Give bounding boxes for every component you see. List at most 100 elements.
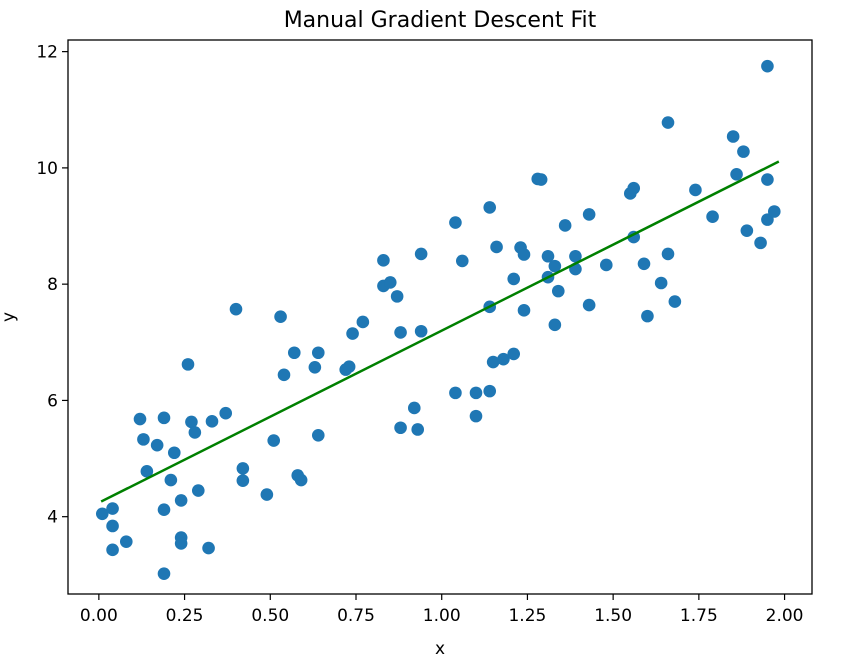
data-point: [469, 409, 483, 423]
data-point: [469, 386, 483, 400]
data-point: [689, 183, 702, 197]
data-point: [236, 462, 250, 475]
data-point: [106, 519, 119, 533]
data-point: [346, 327, 359, 340]
y-tick-label: 12: [36, 43, 58, 63]
data-point: [95, 507, 109, 521]
data-point: [383, 276, 397, 289]
x-tick-label: 2.00: [766, 606, 804, 626]
data-point: [497, 352, 510, 366]
fit-line: [100, 160, 780, 503]
data-point: [191, 484, 205, 497]
data-point: [157, 567, 171, 580]
data-point: [394, 326, 407, 339]
data-point: [534, 173, 548, 186]
data-point: [219, 406, 233, 420]
data-point: [140, 465, 154, 478]
data-point: [287, 346, 301, 360]
data-point: [229, 302, 243, 316]
data-point: [267, 434, 281, 447]
data-point: [150, 438, 164, 452]
data-point: [449, 386, 462, 400]
data-point: [119, 535, 133, 548]
data-point: [582, 208, 596, 221]
data-point: [541, 249, 555, 263]
data-point: [668, 295, 682, 308]
data-point: [311, 346, 325, 360]
data-point: [449, 216, 462, 229]
data-point: [205, 415, 219, 428]
data-point: [767, 205, 781, 218]
y-tick-label: 6: [47, 391, 58, 411]
data-point: [490, 240, 503, 254]
chart-title: Manual Gradient Descent Fit: [284, 8, 597, 33]
data-point: [641, 309, 654, 323]
data-point: [106, 543, 119, 557]
data-point: [737, 145, 750, 158]
data-point: [517, 248, 531, 261]
data-point: [137, 433, 150, 446]
data-point: [517, 304, 531, 317]
data-point: [627, 181, 641, 195]
data-point: [754, 236, 767, 250]
data-point: [394, 421, 407, 435]
data-point: [106, 502, 119, 515]
data-point: [157, 503, 171, 517]
data-point: [164, 473, 178, 487]
data-point: [407, 401, 421, 415]
data-point: [181, 358, 195, 371]
data-point: [551, 284, 565, 298]
data-point: [174, 537, 188, 550]
plot-frame: [67, 39, 813, 595]
data-point: [202, 541, 215, 555]
data-point: [548, 318, 562, 332]
data-point: [188, 426, 202, 439]
data-point: [483, 384, 497, 398]
data-point: [414, 324, 428, 338]
y-axis-label: y: [0, 312, 19, 322]
data-point: [274, 310, 287, 324]
data-point: [174, 494, 188, 507]
data-point: [411, 423, 425, 436]
y-tick-label: 10: [36, 159, 58, 179]
data-point: [726, 130, 740, 143]
fit-line-group: [100, 160, 780, 503]
data-point: [548, 259, 562, 273]
data-point: [294, 473, 308, 487]
data-point: [507, 272, 521, 286]
x-tick-label: 1.50: [594, 606, 632, 626]
x-axis-label: x: [435, 639, 445, 659]
data-point: [582, 298, 596, 312]
data-point: [311, 428, 325, 442]
data-point: [308, 360, 322, 374]
scatter-points: [95, 59, 781, 580]
x-axis: 0.00 0.25 0.50 0.75 1.00 1.25 1.50 1.75 2.00: [80, 594, 804, 626]
data-point: [185, 415, 198, 429]
data-point: [486, 355, 500, 369]
data-point: [133, 412, 147, 426]
x-tick-label: 0.25: [166, 606, 204, 626]
data-point: [637, 257, 651, 271]
data-point: [260, 488, 274, 501]
data-point: [761, 173, 774, 186]
data-point: [558, 219, 572, 232]
x-tick-label: 1.00: [423, 606, 461, 626]
data-point: [356, 315, 370, 329]
data-point: [236, 474, 250, 487]
data-point: [277, 368, 291, 382]
data-point: [740, 224, 754, 237]
x-tick-label: 1.75: [680, 606, 718, 626]
data-point: [661, 116, 675, 129]
x-tick-label: 0.50: [251, 606, 289, 626]
data-point: [377, 254, 390, 267]
data-point: [599, 258, 613, 272]
data-point: [167, 446, 181, 460]
y-tick-label: 4: [47, 508, 58, 528]
data-point: [569, 249, 582, 263]
data-point: [483, 201, 497, 214]
data-point: [507, 347, 521, 361]
data-point: [390, 290, 404, 303]
x-tick-label: 0.75: [337, 606, 375, 626]
data-point: [455, 254, 469, 268]
